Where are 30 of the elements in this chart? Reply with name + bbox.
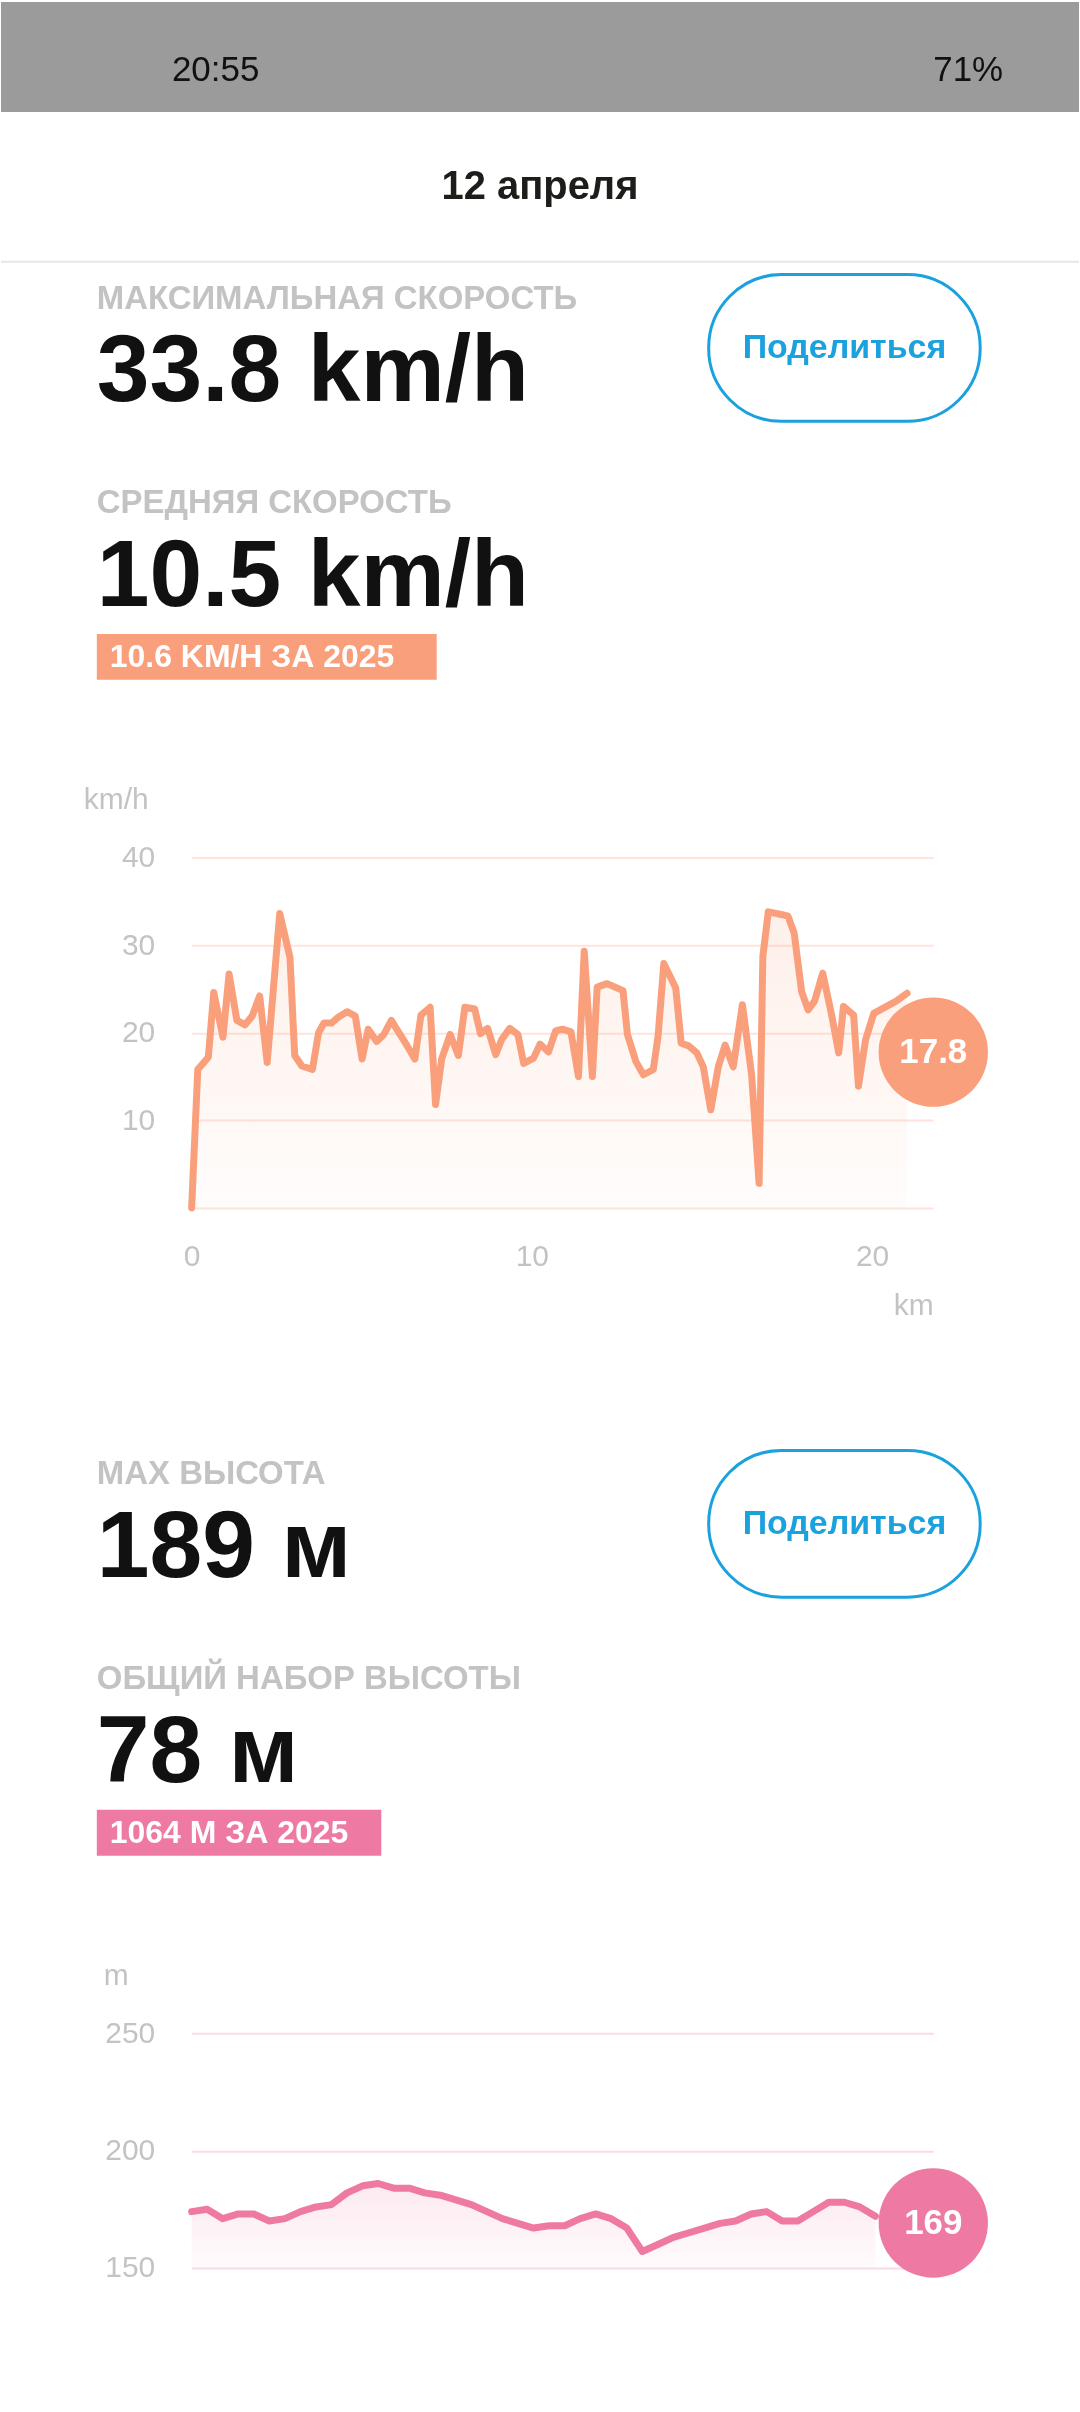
x-axis-title: km bbox=[893, 1288, 934, 1322]
x-tick-label: 0 bbox=[183, 1239, 201, 1273]
text: 189 м bbox=[96, 1491, 352, 1598]
text: 1064 М ЗА 2025 bbox=[109, 1813, 349, 1850]
annotation: 17.8 bbox=[899, 1031, 968, 1071]
text: МАКСИМАЛЬНАЯ СКОРОСТЬ bbox=[96, 278, 578, 316]
x-tick-label: 10 bbox=[515, 1239, 549, 1273]
text: Поделиться bbox=[742, 1503, 947, 1542]
y-tick-label: 40 bbox=[121, 840, 156, 874]
text: 10.6 KM/H ЗА 2025 bbox=[109, 637, 395, 674]
x-tick-label: 20 bbox=[855, 1239, 890, 1273]
y-tick-label: 150 bbox=[105, 2250, 156, 2284]
y-axis-title: km/h bbox=[83, 782, 149, 816]
y-axis-title: m bbox=[103, 1957, 129, 1991]
text: Поделиться bbox=[742, 327, 947, 366]
text: ОБЩИЙ НАБОР ВЫСОТЫ bbox=[96, 1657, 521, 1696]
text: СРЕДНЯЯ СКОРОСТЬ bbox=[96, 483, 452, 521]
text: MAX ВЫСОТА bbox=[96, 1454, 326, 1492]
y-tick-label: 30 bbox=[121, 927, 156, 961]
text: 78 м bbox=[96, 1695, 299, 1802]
text: 20:55 bbox=[171, 48, 260, 88]
y-tick-label: 20 bbox=[121, 1015, 156, 1049]
text: 33.8 km/h bbox=[96, 315, 529, 422]
y-tick-label: 10 bbox=[121, 1102, 156, 1136]
text: 10.5 km/h bbox=[96, 519, 529, 626]
text: 71% bbox=[933, 48, 1004, 88]
y-tick-label: 200 bbox=[105, 2133, 156, 2167]
y-tick-label: 250 bbox=[105, 2015, 156, 2049]
text: 169 bbox=[904, 2201, 963, 2241]
chart-title: 12 апреля bbox=[441, 162, 639, 207]
